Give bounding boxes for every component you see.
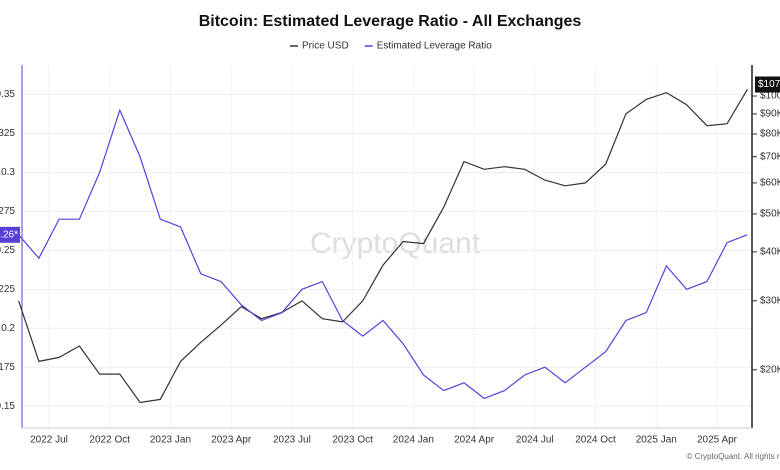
current-value-box [755, 76, 780, 93]
y-tick-label: 0.225 [0, 284, 15, 295]
footer: © CryptoQuant. All rights reserved [687, 452, 780, 461]
series-line [18, 108, 748, 400]
y-tick-label: 0.325 [0, 128, 15, 139]
current-value-label: 0.26* [0, 229, 18, 240]
x-tick-label: 2022 Oct [89, 435, 130, 446]
watermark: CryptoQuant [310, 227, 481, 260]
y2-tick-label: $60K [760, 178, 780, 189]
y2-tick-label: $40K [760, 246, 780, 257]
chart-title: Bitcoin: Estimated Leverage Ratio - All … [199, 13, 582, 30]
x-tick-label: 2024 Jan [393, 435, 434, 446]
x-tick-label: 2024 Apr [454, 435, 495, 446]
x-tick-label: 2023 Jan [150, 435, 191, 446]
y-tick-label: 0.15 [0, 401, 15, 412]
y-tick-label: 0.275 [0, 206, 15, 217]
legend-label: Price USD [302, 41, 349, 52]
y-tick-label: 0.25 [0, 245, 15, 256]
current-value-box [0, 226, 20, 243]
legend-label: Estimated Leverage Ratio [377, 41, 493, 52]
y-tick-label: 0.3 [1, 167, 15, 178]
y-tick-label: 0.35 [0, 89, 15, 100]
x-tick-label: 2022 Jul [30, 435, 68, 446]
y-tick-label: 0.2 [1, 323, 15, 334]
y2-tick-label: $80K [760, 129, 780, 140]
y2-tick-label: $100K [760, 91, 780, 102]
y-tick-label: 0.175 [0, 362, 15, 373]
x-tick-label: 2025 Jan [636, 435, 677, 446]
x-tick-label: 2025 Apr [697, 435, 738, 446]
series-line [18, 88, 748, 404]
x-tick-label: 2024 Jul [516, 435, 554, 446]
x-tick-label: 2023 Apr [211, 435, 252, 446]
x-tick-label: 2024 Oct [575, 435, 616, 446]
y2-tick-label: $30K [760, 295, 780, 306]
x-tick-label: 2023 Jul [273, 435, 311, 446]
y2-tick-label: $50K [760, 209, 780, 220]
y2-tick-label: $90K [760, 109, 780, 120]
current-value-label: $107K [758, 79, 780, 90]
y2-tick-label: $20K [760, 364, 780, 375]
y2-tick-label: $70K [760, 151, 780, 162]
x-tick-label: 2023 Oct [332, 435, 373, 446]
